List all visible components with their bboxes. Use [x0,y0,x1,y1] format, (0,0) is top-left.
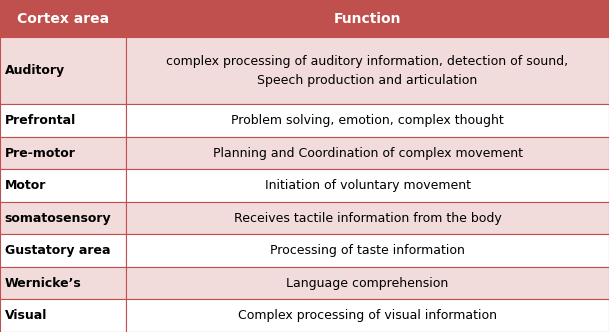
Text: Auditory: Auditory [5,64,65,77]
Text: Problem solving, emotion, complex thought: Problem solving, emotion, complex though… [231,114,504,127]
Bar [126,202,609,234]
Bar [126,299,609,332]
Bar [126,137,609,169]
Bar [126,38,609,105]
Bar [0,202,126,234]
Bar [0,105,126,137]
Text: Motor: Motor [5,179,46,192]
Text: Gustatory area: Gustatory area [5,244,110,257]
Text: Language comprehension: Language comprehension [286,277,449,290]
Bar [0,234,126,267]
Text: Wernicke’s: Wernicke’s [5,277,82,290]
Text: Visual: Visual [5,309,48,322]
Text: Receives tactile information from the body: Receives tactile information from the bo… [234,212,501,225]
Bar [0,137,126,169]
Bar [126,169,609,202]
Bar [0,299,126,332]
Text: Processing of taste information: Processing of taste information [270,244,465,257]
Text: Function: Function [334,12,401,26]
Text: Pre-motor: Pre-motor [5,147,76,160]
Bar [126,267,609,299]
Text: complex processing of auditory information, detection of sound,
Speech productio: complex processing of auditory informati… [166,55,569,87]
Bar [0,0,126,38]
Text: somatosensory: somatosensory [5,212,111,225]
Text: Planning and Coordination of complex movement: Planning and Coordination of complex mov… [213,147,523,160]
Text: Prefrontal: Prefrontal [5,114,76,127]
Bar [0,38,126,105]
Bar [126,234,609,267]
Bar [126,105,609,137]
Bar [126,0,609,38]
Bar [0,267,126,299]
Text: Complex processing of visual information: Complex processing of visual information [238,309,497,322]
Text: Initiation of voluntary movement: Initiation of voluntary movement [264,179,471,192]
Bar [0,169,126,202]
Text: Cortex area: Cortex area [17,12,109,26]
